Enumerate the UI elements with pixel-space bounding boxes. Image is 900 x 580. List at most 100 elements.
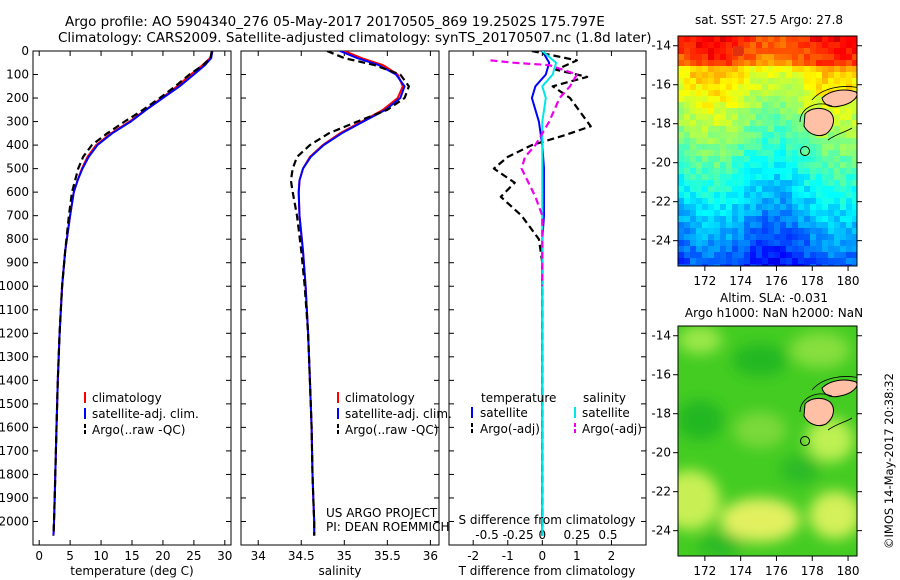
sst-cell — [768, 48, 775, 55]
sst-cell — [762, 210, 769, 217]
sst-cell — [840, 186, 847, 193]
sst-cell — [786, 126, 793, 133]
sst-cell — [678, 198, 685, 205]
sst-cell — [756, 240, 763, 247]
y-tick-label: 100 — [6, 68, 29, 82]
sst-cell — [690, 66, 697, 73]
sst-cell — [816, 186, 823, 193]
sst-cell — [798, 210, 805, 217]
sst-cell — [846, 42, 853, 49]
sst-cell — [852, 252, 857, 259]
sst-cell — [684, 210, 691, 217]
sst-cell — [708, 42, 715, 49]
sst-cell — [840, 120, 847, 127]
sst-cell — [786, 102, 793, 109]
y-tick-label: 1800 — [0, 467, 29, 481]
sst-cell — [828, 246, 835, 253]
sst-cell — [708, 126, 715, 133]
sst-cell — [726, 78, 733, 85]
sst-cell — [786, 120, 793, 127]
sst-cell — [726, 168, 733, 175]
sst-cell — [852, 120, 857, 127]
sst-cell — [792, 120, 799, 127]
sst-cell — [846, 252, 853, 259]
sst-cell — [792, 108, 799, 115]
sst-cell — [804, 246, 811, 253]
sst-cell — [696, 264, 703, 266]
sst-cell — [732, 144, 739, 151]
sst-cell — [792, 66, 799, 73]
sst-cell — [726, 132, 733, 139]
sst-cell — [702, 246, 709, 253]
sla-blob — [809, 491, 857, 539]
sst-cell — [708, 192, 715, 199]
sst-cell — [696, 168, 703, 175]
sst-cell — [774, 156, 781, 163]
sst-cell — [792, 192, 799, 199]
sst-cell — [708, 90, 715, 97]
sst-cell — [792, 42, 799, 49]
sst-cell — [732, 156, 739, 163]
sst-cell — [684, 132, 691, 139]
sst-cell — [702, 162, 709, 169]
sst-cell — [708, 54, 715, 61]
legend-label-climatology: climatology — [92, 391, 162, 405]
sst-cell — [756, 210, 763, 217]
sst-cell — [828, 180, 835, 187]
sst-cell — [750, 234, 757, 241]
sst-cell — [750, 132, 757, 139]
sst-cell — [792, 240, 799, 247]
sst-cell — [798, 216, 805, 223]
sst-cell — [714, 42, 721, 49]
sst-cell — [750, 96, 757, 103]
sst-cell — [786, 222, 793, 229]
sst-cell — [744, 192, 751, 199]
sst-cell — [792, 96, 799, 103]
sst-cell — [786, 66, 793, 73]
sst-cell — [762, 66, 769, 73]
sst-cell — [726, 54, 733, 61]
sst-cell — [834, 78, 841, 85]
argo-position-marker — [800, 146, 810, 156]
sst-cell — [846, 60, 853, 67]
sst-cell — [684, 174, 691, 181]
sst-cell — [834, 210, 841, 217]
sst-cell — [726, 108, 733, 115]
sst-cell — [720, 180, 727, 187]
sst-cell — [846, 150, 853, 157]
sst-cell — [714, 216, 721, 223]
sst-cell — [750, 186, 757, 193]
sst-cell — [780, 264, 787, 266]
sst-cell — [810, 222, 817, 229]
sst-cell — [852, 156, 857, 163]
y-tick-label: 1200 — [0, 326, 29, 340]
sst-cell — [780, 186, 787, 193]
sst-cell — [786, 132, 793, 139]
sla-blob — [678, 400, 724, 440]
sst-cell — [696, 210, 703, 217]
sst-cell — [852, 234, 857, 241]
x-tick-label: 2 — [608, 549, 616, 563]
sst-cell — [834, 36, 841, 43]
sst-cell — [846, 168, 853, 175]
sst-cell — [762, 78, 769, 85]
sst-map-title: sat. SST: 27.5 Argo: 27.8 — [695, 13, 843, 27]
sst-cell — [804, 156, 811, 163]
sst-cell — [732, 114, 739, 121]
sst-cell — [738, 132, 745, 139]
sst-cell — [840, 174, 847, 181]
sst-cell — [732, 264, 739, 266]
sst-cell — [738, 246, 745, 253]
land-fiji-west — [803, 397, 834, 427]
sst-cell — [750, 222, 757, 229]
sst-cell — [786, 192, 793, 199]
sst-cell — [762, 228, 769, 235]
sst-cell — [678, 252, 685, 259]
sst-cell — [768, 54, 775, 61]
sst-cell — [708, 204, 715, 211]
sst-cell — [720, 78, 727, 85]
sst-cell — [834, 204, 841, 211]
sst-cell — [732, 108, 739, 115]
sst-cell — [756, 156, 763, 163]
sst-cell — [684, 180, 691, 187]
